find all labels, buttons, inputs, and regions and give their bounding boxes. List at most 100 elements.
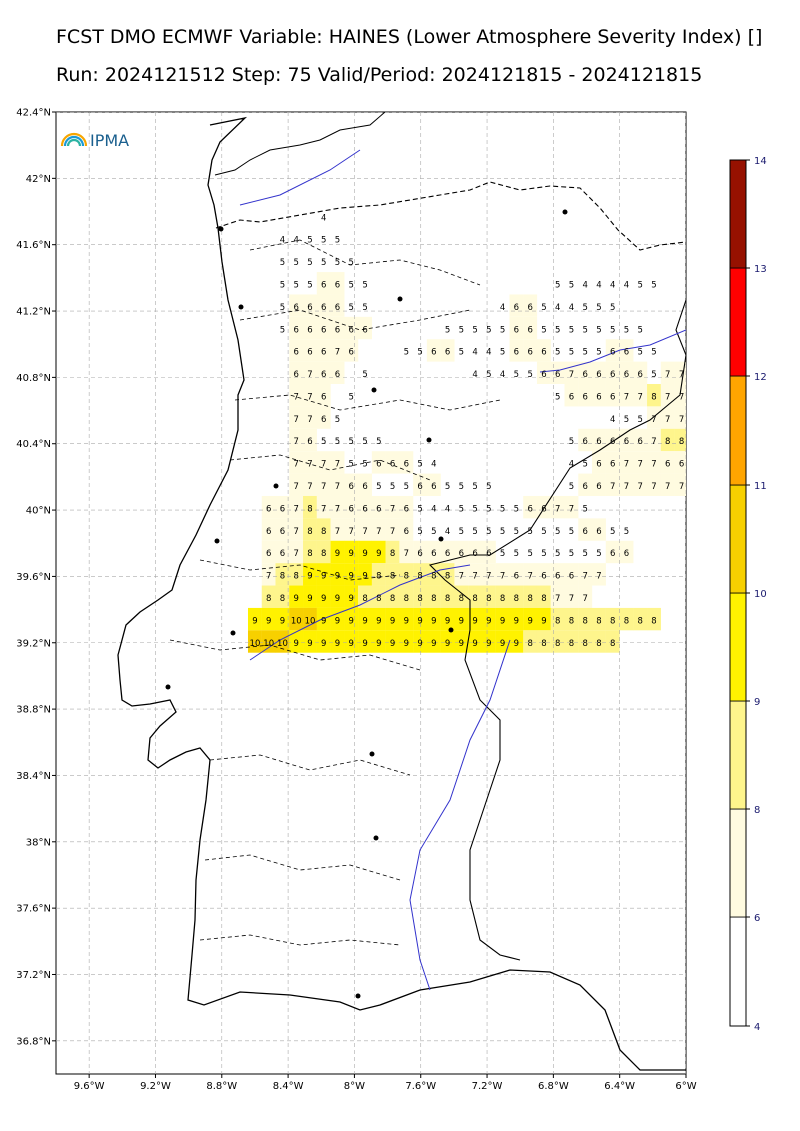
field-value-label: 5 [610, 303, 615, 313]
field-cell [605, 384, 620, 407]
y-tick-label: 42°N [26, 174, 51, 185]
field-value-label: 9 [349, 572, 354, 582]
field-cell [413, 630, 428, 653]
field-value-label: 5 [335, 415, 340, 425]
field-value-label: 9 [376, 639, 381, 649]
city-marker [273, 483, 279, 489]
field-cell [454, 563, 469, 586]
field-cell [344, 339, 359, 362]
field-value-label: 6 [321, 325, 326, 335]
field-value-label: 9 [527, 616, 532, 626]
field-value-label: 5 [651, 348, 656, 358]
field-value-label: 8 [596, 616, 601, 626]
field-cell [399, 540, 414, 564]
field-cell [385, 518, 400, 541]
field-value-label: 5 [596, 348, 601, 358]
field-value-label: 6 [610, 370, 615, 380]
field-cell [674, 361, 686, 385]
field-cell [289, 361, 304, 385]
field-value-label: 8 [569, 616, 574, 626]
field-value-label: 8 [362, 594, 367, 604]
field-cell [344, 518, 359, 541]
field-value-label: 5 [486, 370, 491, 380]
field-value-label: 8 [417, 594, 422, 604]
field-value-label: 7 [486, 572, 491, 582]
field-value-label: 7 [665, 392, 670, 402]
x-tick-label: 6.4°W [604, 1081, 635, 1092]
field-cell [605, 339, 620, 362]
field-value-label: 8 [417, 572, 422, 582]
field-value-label: 5 [376, 482, 381, 492]
x-tick-label: 9.6°W [74, 1081, 105, 1092]
colorbar-label: 14 [754, 156, 767, 167]
field-value-label: 7 [335, 348, 340, 358]
field-value-label: 5 [500, 549, 505, 559]
x-tick-label: 7.6°W [405, 1081, 436, 1092]
field-cell [495, 630, 510, 653]
colorbar-segment [729, 484, 747, 594]
field-value-label: 9 [459, 639, 464, 649]
field-value-label: 9 [349, 549, 354, 559]
field-value-label: 7 [294, 460, 299, 470]
field-value-label: 7 [335, 504, 340, 514]
field-cell [275, 607, 290, 631]
field-cell [468, 630, 483, 653]
field-value-label: 5 [445, 325, 450, 335]
ipma-logo: IPMA [60, 131, 129, 150]
field-cell [660, 473, 675, 496]
field-value-label: 8 [280, 594, 285, 604]
field-value-label: 9 [335, 639, 340, 649]
field-value-label: 6 [638, 437, 643, 447]
field-value-label: 7 [294, 527, 299, 537]
field-cell [316, 630, 331, 653]
field-cell [633, 451, 648, 474]
field-value-label: 9 [431, 616, 436, 626]
field-value-label: 8 [445, 572, 450, 582]
field-cell [330, 630, 345, 653]
field-cell [633, 361, 648, 385]
field-value-label: 6 [569, 572, 574, 582]
field-value-label: 7 [472, 572, 477, 582]
field-cell [495, 585, 510, 608]
field-value-label: 7 [307, 370, 312, 380]
field-value-label: 7 [459, 572, 464, 582]
field-value-label: 5 [362, 437, 367, 447]
field-value-label: 7 [569, 370, 574, 380]
x-tick-label: 6°W [675, 1081, 696, 1092]
field-value-label: 5 [555, 527, 560, 537]
colorbar-label: 11 [754, 481, 767, 492]
field-cell [371, 518, 386, 541]
field-cell [289, 518, 304, 541]
field-value-label: 5 [638, 348, 643, 358]
field-value-label: 9 [321, 572, 326, 582]
field-cell [660, 428, 675, 452]
field-cell [371, 585, 386, 608]
field-cell [481, 585, 496, 608]
field-value-label: 4 [582, 280, 587, 290]
field-cell [619, 361, 634, 385]
field-value-label: 6 [349, 325, 354, 335]
field-cell [330, 473, 345, 496]
colorbar-segment [729, 916, 747, 1027]
field-value-label: 6 [748, 460, 753, 470]
field-value-label: 6 [362, 504, 367, 514]
field-value-label: 5 [514, 549, 519, 559]
x-tick-label: 8.4°W [273, 1081, 304, 1092]
field-cell [578, 630, 593, 653]
field-cell [633, 384, 648, 407]
field-cell [399, 563, 414, 586]
field-cell [385, 495, 400, 519]
field-cell [289, 563, 304, 586]
field-value-label: 6 [514, 348, 519, 358]
field-value-label: 6 [335, 303, 340, 313]
x-tick-label: 8.8°W [206, 1081, 237, 1092]
field-cell [564, 384, 579, 407]
field-value-label: 6 [596, 392, 601, 402]
field-cell [371, 495, 386, 519]
field-cell [399, 607, 414, 631]
field-cell [289, 630, 304, 653]
field-value-label: 7 [294, 392, 299, 402]
field-cell [330, 518, 345, 541]
field-value-label: 8 [321, 527, 326, 537]
field-value-label: 8 [679, 437, 684, 447]
